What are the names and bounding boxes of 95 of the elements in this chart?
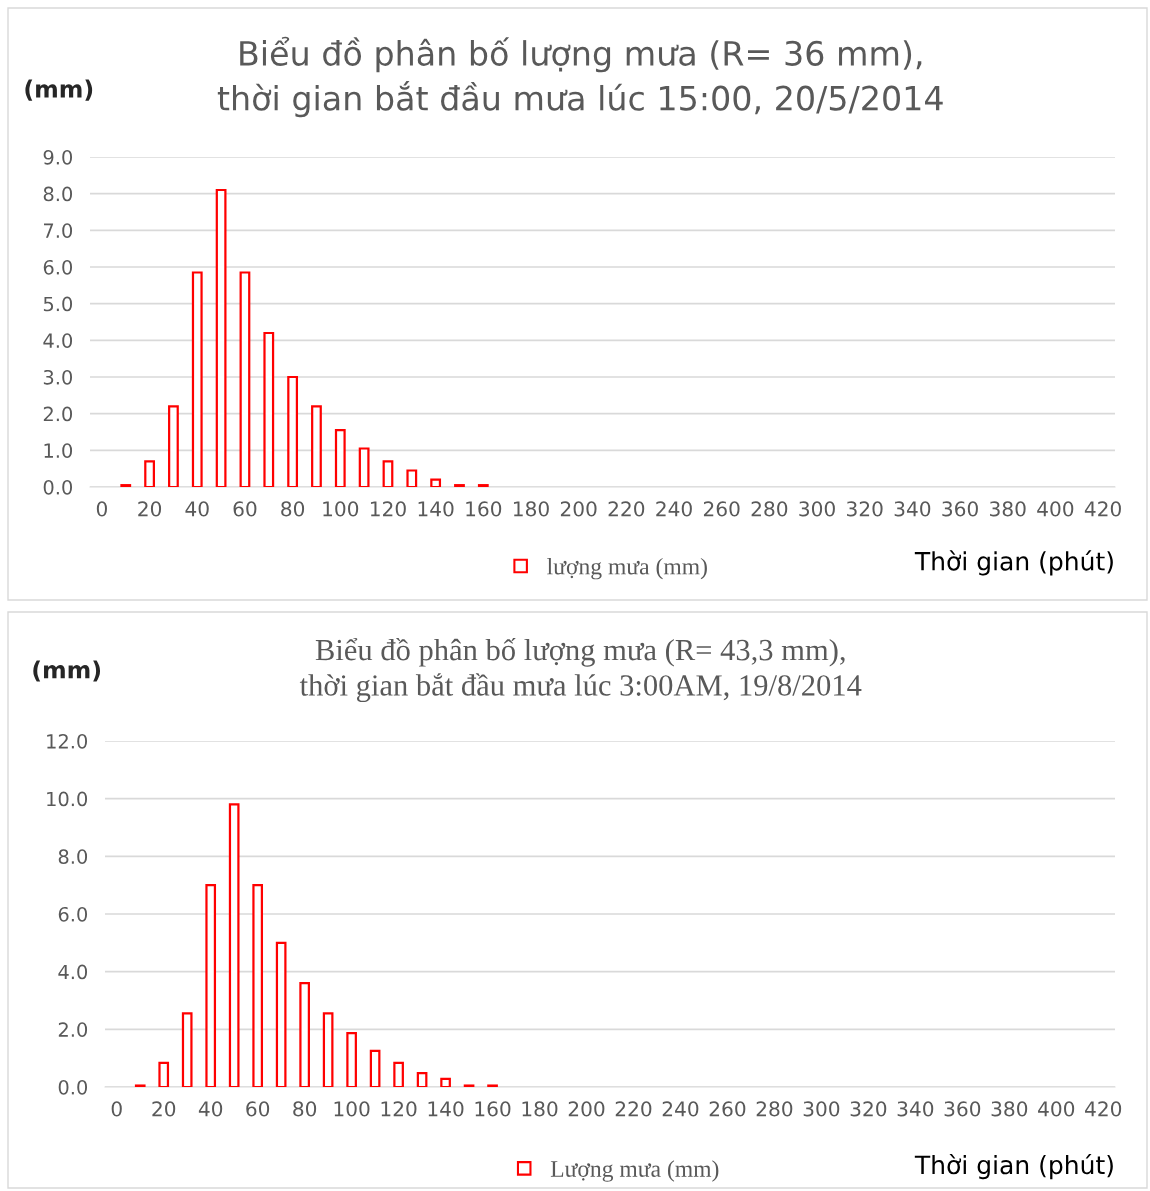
bar	[239, 271, 251, 487]
x-tick-label: 140	[418, 501, 454, 517]
y-tick-label: 8.0	[43, 186, 73, 202]
x-tick-label: 220	[615, 1101, 652, 1117]
bar	[382, 460, 394, 487]
x-tick-label: 320	[847, 501, 883, 517]
bar	[287, 375, 299, 487]
bar	[205, 884, 217, 1087]
y-tick-label: 2.0	[58, 1022, 88, 1037]
x-tick-label: 100	[323, 501, 359, 517]
bar	[406, 469, 418, 487]
x-tick-label: 400	[1038, 1101, 1075, 1117]
x-tick-label: 20	[152, 1101, 176, 1117]
y-tick-label: 7.0	[44, 223, 73, 238]
bar	[358, 447, 370, 487]
bar	[228, 803, 240, 1087]
y-tick-label: 6.0	[58, 906, 88, 922]
y-tick-label: 5.0	[43, 296, 73, 312]
bar	[144, 460, 155, 487]
bar	[346, 1031, 357, 1087]
bar	[299, 982, 310, 1087]
bar	[191, 271, 203, 487]
y-tick-label: 10.0	[47, 791, 88, 807]
chart-title: Biểu đồ phân bố lượng mưa (R= 43,3 mm), thời gian bắt đầu mưa lúc 3:00AM, 19/8/2014	[299, 637, 862, 703]
y-tick-label: 9.0	[43, 149, 73, 165]
x-axis-title: Thời gian (phút)	[914, 1153, 1113, 1180]
x-tick-label: 280	[751, 501, 788, 517]
x-tick-label: 160	[466, 501, 502, 517]
bar	[158, 1061, 170, 1087]
x-tick-label: 400	[1037, 501, 1074, 517]
chart-title: Biểu đồ phân bố lượng mưa (R= 36 mm), thời gian bắt đầu mưa lúc 15:00, 20/5/2014	[217, 36, 943, 118]
bar	[416, 1072, 428, 1087]
x-tick-label: 360	[944, 1101, 981, 1117]
x-tick-label: 40	[198, 1101, 223, 1117]
bar	[430, 478, 442, 487]
x-tick-label: 60	[246, 1101, 270, 1117]
y-tick-label: 8.0	[58, 849, 88, 864]
y-tick-label: 4.0	[58, 964, 88, 980]
x-tick-label: 320	[850, 1101, 887, 1117]
y-tick-label: 3.0	[43, 369, 73, 385]
y-tick-label: 6.0	[43, 259, 73, 275]
x-tick-label: 80	[293, 1101, 317, 1117]
x-tick-label: 200	[560, 501, 597, 517]
bar	[322, 1012, 334, 1087]
x-tick-label: 60	[233, 501, 257, 517]
bar	[181, 1012, 193, 1087]
bar	[440, 1077, 451, 1087]
legend-label: lượng mưa (mm)	[547, 557, 707, 580]
x-tick-label: 240	[656, 501, 692, 517]
y-axis-title: (mm)	[25, 79, 93, 101]
y-tick-label: 2.0	[43, 406, 73, 422]
bar	[311, 405, 322, 487]
x-axis-title: Thời gian (phút)	[914, 550, 1113, 576]
x-tick-label: 160	[475, 1101, 511, 1117]
x-tick-label: 300	[803, 1101, 840, 1117]
x-tick-label: 180	[522, 1101, 558, 1117]
bar	[393, 1061, 404, 1087]
x-tick-label: 240	[662, 1101, 699, 1117]
x-tick-label: 300	[799, 501, 835, 517]
x-tick-label: 340	[894, 501, 931, 517]
y-tick-label: 0.0	[58, 1079, 88, 1095]
bar	[369, 1049, 381, 1087]
x-tick-label: 340	[897, 1101, 934, 1117]
x-tick-label: 120	[381, 1101, 417, 1117]
x-tick-label: 80	[281, 501, 305, 517]
y-tick-label: 1.0	[44, 443, 73, 458]
bar	[168, 405, 179, 487]
x-tick-label: 260	[703, 501, 740, 517]
y-tick-label: 0.0	[43, 479, 73, 495]
y-axis-title: (mm)	[33, 660, 101, 682]
x-tick-label: 220	[608, 501, 645, 517]
y-tick-label: 4.0	[43, 333, 73, 348]
bar	[252, 884, 264, 1087]
x-tick-label: 360	[942, 501, 978, 517]
x-tick-label: 0	[111, 1101, 122, 1117]
x-tick-label: 420	[1084, 501, 1121, 517]
x-tick-label: 280	[756, 1101, 793, 1117]
x-tick-label: 180	[513, 501, 549, 517]
x-tick-label: 260	[709, 1101, 746, 1117]
y-tick-label: 12.0	[47, 733, 88, 749]
bar	[263, 331, 275, 487]
x-tick-label: 420	[1085, 1101, 1122, 1117]
x-tick-label: 20	[138, 501, 162, 517]
x-tick-label: 200	[568, 1101, 605, 1117]
x-tick-label: 120	[370, 501, 406, 517]
x-tick-label: 100	[334, 1101, 370, 1117]
x-tick-label: 0	[96, 501, 107, 517]
bar	[275, 941, 287, 1087]
x-tick-label: 40	[185, 501, 209, 517]
x-tick-label: 380	[991, 1101, 1028, 1117]
x-tick-label: 140	[428, 1101, 464, 1117]
bar	[215, 188, 227, 487]
bar	[334, 429, 346, 487]
x-tick-label: 380	[990, 501, 1026, 517]
legend-label: Lượng mưa (mm)	[550, 1160, 719, 1182]
